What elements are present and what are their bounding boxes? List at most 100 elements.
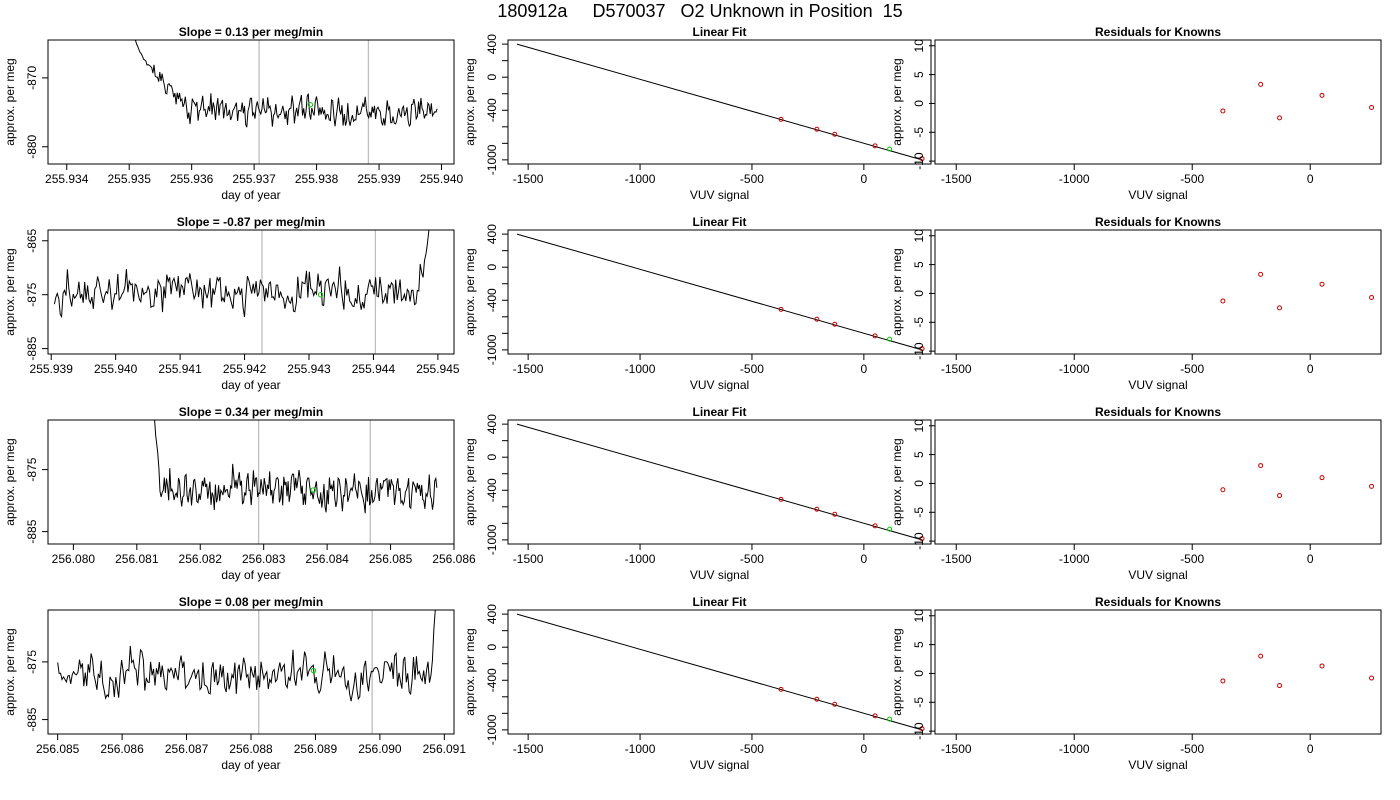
y-tick-label: -865 <box>25 228 39 252</box>
residual-point <box>1369 483 1375 489</box>
x-tick-label: 256.085 <box>36 742 80 756</box>
y-tick-label: -880 <box>25 134 39 158</box>
y-tick-label: 0 <box>485 264 499 271</box>
panel-title: Slope = 0.08 per meg/min <box>179 595 323 609</box>
known-point <box>832 131 838 137</box>
known-point <box>832 321 838 327</box>
x-tick-label: 255.943 <box>287 362 331 376</box>
x-tick-label: 255.935 <box>108 172 152 186</box>
y-tick-label: 0 <box>912 480 926 487</box>
panel-title: Residuals for Knowns <box>1095 215 1221 229</box>
y-tick-label: -400 <box>485 668 499 692</box>
x-tick-label: 256.083 <box>242 552 286 566</box>
residual-point <box>1369 675 1375 681</box>
residual-point <box>1258 81 1264 87</box>
y-tick-label: -5 <box>912 697 926 708</box>
known-point <box>832 511 838 517</box>
x-tick-label: -1500 <box>941 172 972 186</box>
residual-point <box>1319 663 1325 669</box>
x-tick-label: -500 <box>1180 552 1204 566</box>
residuals-panel: -1500 -1000 -500 0 10 5 0 -5 -10 Residuals for Kn… <box>890 25 1382 202</box>
y-tick-label: -885 <box>25 707 39 731</box>
residual-point <box>1277 683 1283 689</box>
known-point <box>778 116 784 122</box>
plot-frame <box>47 609 455 735</box>
plot-frame <box>934 39 1382 165</box>
y-tick-label: 5 <box>912 451 926 458</box>
y-tick-label: 400 <box>485 414 499 434</box>
y-tick-label: -875 <box>25 457 39 481</box>
plot-frame <box>934 419 1382 545</box>
residual-point <box>1220 108 1226 114</box>
known-point <box>778 496 784 502</box>
y-axis-label: approx. per meg <box>3 248 17 335</box>
residual-point <box>1220 298 1226 304</box>
x-tick-label: 256.088 <box>229 742 273 756</box>
x-tick-label: 0 <box>861 552 868 566</box>
x-tick-label: 0 <box>861 172 868 186</box>
unknown-point <box>887 146 893 152</box>
y-axis-label: approx. per meg <box>3 628 17 715</box>
x-tick-label: 0 <box>1307 362 1314 376</box>
residual-point <box>1277 115 1283 121</box>
y-tick-label: -5 <box>912 507 926 518</box>
plot-frame <box>47 39 455 165</box>
x-tick-label: -1000 <box>1059 552 1090 566</box>
panel-title: Slope = 0.34 per meg/min <box>179 405 323 419</box>
x-tick-label: 255.942 <box>223 362 267 376</box>
y-axis-label: approx. per meg <box>3 58 17 145</box>
x-tick-label: -1000 <box>625 552 656 566</box>
y-tick-label: 5 <box>912 641 926 648</box>
timeseries-panel: 255.939 255.940 255.941 255.942 255.943 255.9… <box>3 215 460 392</box>
residual-point <box>1369 294 1375 300</box>
y-tick-label: 10 <box>912 229 926 243</box>
timeseries-panel: 256.085 256.086 256.087 256.088 256.089 256.0… <box>3 595 466 772</box>
unknown-marker <box>317 291 324 298</box>
plot-frame <box>934 229 1382 355</box>
y-tick-label: 10 <box>912 609 926 623</box>
y-axis-label: approx. per meg <box>463 628 477 715</box>
known-point <box>814 506 820 512</box>
y-tick-label: -885 <box>25 336 39 360</box>
x-tick-label: 255.937 <box>232 172 276 186</box>
y-axis-label: approx. per meg <box>463 438 477 525</box>
y-tick-label: -1000 <box>485 334 499 365</box>
y-axis-label: approx. per meg <box>890 628 904 715</box>
residual-point <box>1277 305 1283 311</box>
y-tick-label: -10 <box>912 152 926 170</box>
x-tick-label: 255.936 <box>170 172 214 186</box>
x-tick-label: 0 <box>861 742 868 756</box>
x-axis-label: VUV signal <box>690 758 749 772</box>
y-tick-label: 10 <box>912 39 926 53</box>
residual-point <box>1319 281 1325 287</box>
trace-line <box>53 230 430 319</box>
unknown-marker <box>310 667 317 674</box>
y-tick-label: -875 <box>25 282 39 306</box>
known-point <box>832 701 838 707</box>
y-axis-label: approx. per meg <box>890 58 904 145</box>
y-tick-label: -10 <box>912 722 926 740</box>
x-axis-label: VUV signal <box>1128 188 1187 202</box>
panel-title: Linear Fit <box>692 25 746 39</box>
linear-fit-panel: -1500 -1000 -500 0 400 0 -400 -1000 Linear Fit VU… <box>463 215 932 392</box>
trace-line <box>154 420 438 514</box>
residual-point <box>1258 653 1264 659</box>
known-point <box>778 306 784 312</box>
x-tick-label: -500 <box>740 172 764 186</box>
residual-point <box>1369 104 1375 110</box>
known-point <box>872 143 878 149</box>
x-tick-label: 256.080 <box>52 552 96 566</box>
known-point <box>919 536 925 542</box>
residual-point <box>1319 475 1325 481</box>
x-axis-label: day of year <box>221 568 280 582</box>
panel-title: Slope = -0.87 per meg/min <box>177 215 325 229</box>
x-tick-label: 256.087 <box>165 742 209 756</box>
x-tick-label: 255.938 <box>295 172 339 186</box>
fit-line <box>516 43 923 161</box>
y-tick-label: -885 <box>25 519 39 543</box>
y-tick-label: -1000 <box>485 524 499 555</box>
known-point <box>814 696 820 702</box>
y-tick-label: -1000 <box>485 714 499 745</box>
unknown-point <box>887 526 893 532</box>
